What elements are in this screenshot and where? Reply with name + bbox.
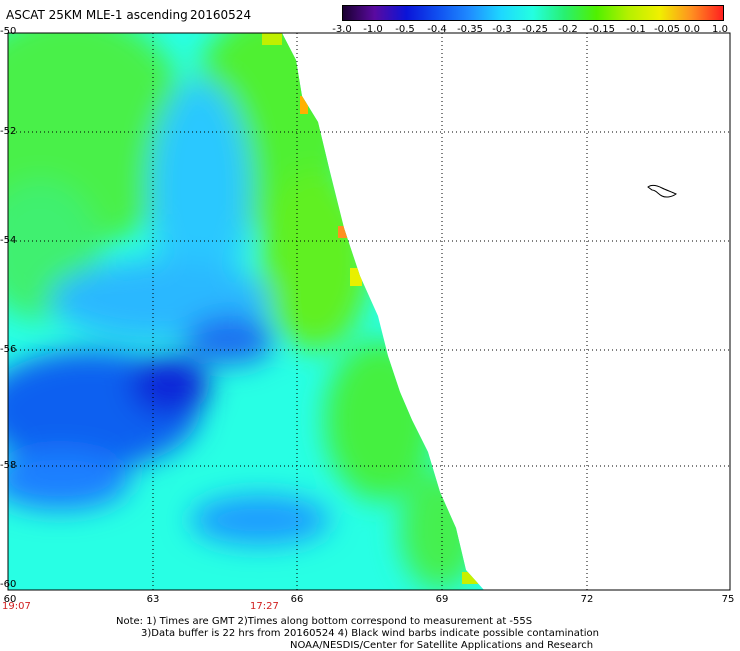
color-scale-bar xyxy=(342,5,724,21)
colorbar-tick-label: -0.5 xyxy=(395,24,415,35)
colorbar-tick-label: -0.3 xyxy=(492,24,512,35)
note-line-1: Note: 1) Times are GMT 2)Times along bot… xyxy=(116,616,533,627)
lon-tick-label: 60 xyxy=(3,594,17,605)
colorbar-tick-label: -1.0 xyxy=(363,24,383,35)
lat-tick-label: -50 xyxy=(0,26,17,37)
lon-tick-label: 72 xyxy=(580,594,594,605)
colorbar-tick-label: 1.0 xyxy=(712,24,728,35)
note-line-3: NOAA/NESDIS/Center for Satellite Applica… xyxy=(290,640,594,651)
lon-tick-label: 75 xyxy=(721,594,735,605)
colorbar-tick-label: -0.15 xyxy=(589,24,615,35)
map-frame xyxy=(7,32,731,591)
lat-tick-label: -56 xyxy=(0,344,17,355)
lat-lon-grid xyxy=(8,33,730,590)
colorbar-tick-label: 0.0 xyxy=(684,24,700,35)
time-label: 17:27 xyxy=(250,601,279,612)
colorbar-tick-label: -3.0 xyxy=(332,24,352,35)
lat-tick-label: -60 xyxy=(0,579,17,590)
lat-tick-label: -58 xyxy=(0,460,17,471)
colorbar-tick-label: -0.05 xyxy=(654,24,680,35)
colorbar-tick-label: -0.35 xyxy=(457,24,483,35)
island-coastline xyxy=(647,184,677,198)
product-date: 20160524 xyxy=(190,8,252,22)
lon-tick-label: 63 xyxy=(146,594,160,605)
note-line-2: 3)Data buffer is 22 hrs from 20160524 4)… xyxy=(141,628,599,639)
product-title: ASCAT 25KM MLE-1 ascending xyxy=(6,8,188,22)
colorbar-tick-label: -0.2 xyxy=(558,24,578,35)
colorbar-tick-label: -0.4 xyxy=(427,24,447,35)
lon-tick-label: 69 xyxy=(435,594,449,605)
colorbar-tick-label: -0.1 xyxy=(626,24,646,35)
colorbar-tick-label: -0.25 xyxy=(522,24,548,35)
lat-tick-label: -54 xyxy=(0,235,17,246)
wind-swath-field xyxy=(8,33,484,590)
lat-tick-label: -52 xyxy=(0,126,17,137)
lon-tick-label: 66 xyxy=(290,594,304,605)
time-label: 19:07 xyxy=(2,601,31,612)
